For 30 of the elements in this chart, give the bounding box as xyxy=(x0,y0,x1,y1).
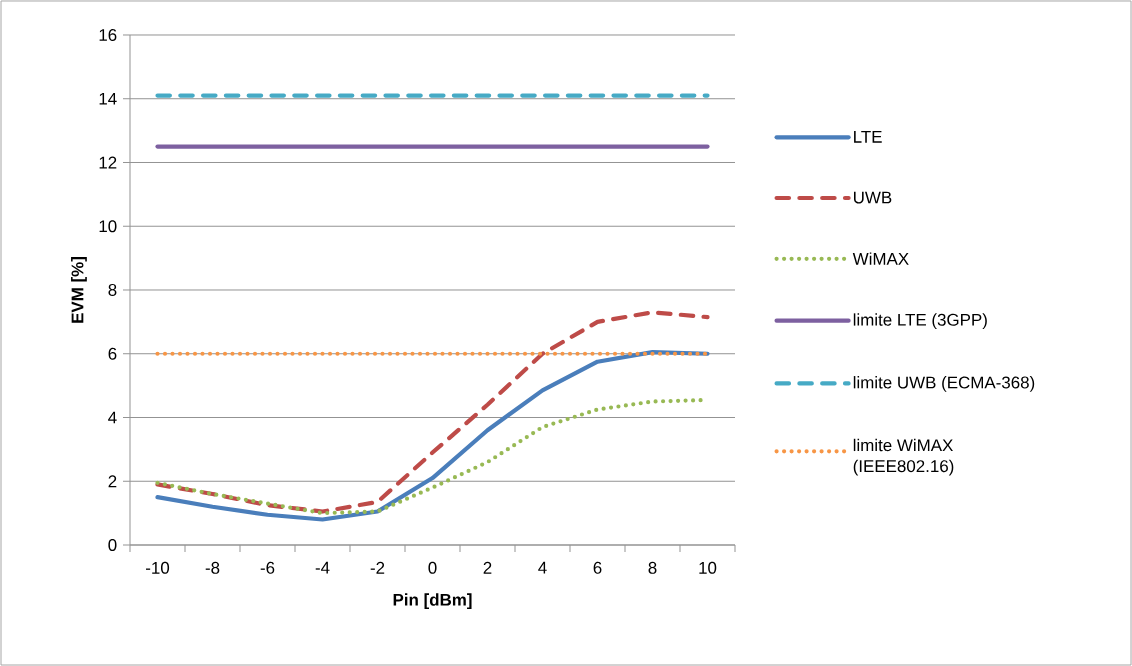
y-tick-label: 10 xyxy=(99,220,117,233)
line-series xyxy=(155,310,710,514)
x-tick-label: 6 xyxy=(593,561,602,574)
x-tick-label: 2 xyxy=(483,561,492,574)
y-tick-label: 14 xyxy=(99,92,117,105)
y-axis-title: EVM [%] xyxy=(71,257,87,323)
y-tick-label: 8 xyxy=(108,284,117,296)
x-tick-label: -6 xyxy=(260,561,275,574)
x-tick-label: 4 xyxy=(538,561,547,574)
x-tick-label: -10 xyxy=(146,561,170,574)
legend-label: LTE xyxy=(854,130,882,143)
x-axis-title: Pin [dBm] xyxy=(393,593,472,610)
y-tick-label: 4 xyxy=(108,411,117,424)
y-tick-label: 0 xyxy=(108,539,117,551)
x-tick-label: 0 xyxy=(428,561,437,574)
x-tick-label: -2 xyxy=(370,561,385,574)
x-tick-label: -8 xyxy=(205,561,220,574)
legend-label: WiMAX xyxy=(852,252,909,265)
y-tick-label: 16 xyxy=(99,29,117,41)
y-tick-label: 2 xyxy=(108,475,117,488)
line-series xyxy=(155,350,710,522)
legend-label: limite WiMAX (IEEE802.16) xyxy=(853,438,954,476)
x-tick-label: 8 xyxy=(648,561,657,574)
legend-label: UWB xyxy=(854,191,892,204)
legend-label: limite LTE (3GPP) xyxy=(853,313,987,330)
x-tick-label: 10 xyxy=(699,561,717,574)
x-tick-label: -4 xyxy=(315,561,330,574)
y-tick-label: 12 xyxy=(99,156,117,169)
legend-label: limite UWB (ECMA-368) xyxy=(853,376,1035,392)
y-tick-label: 6 xyxy=(108,347,117,360)
